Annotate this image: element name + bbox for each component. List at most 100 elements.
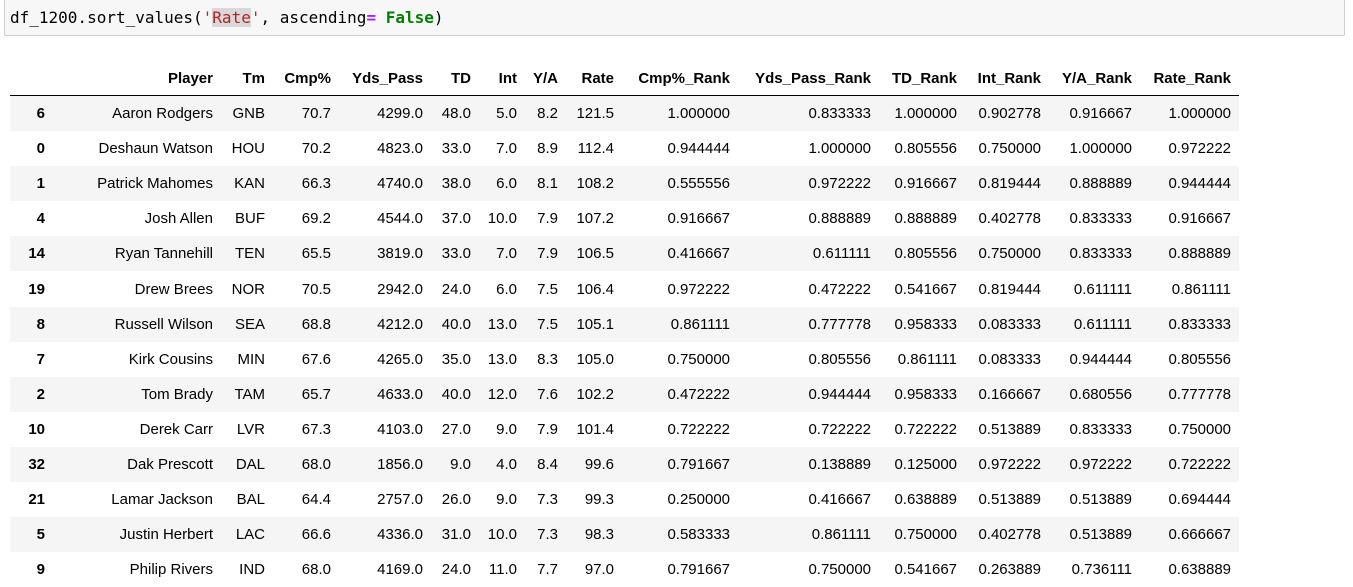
row-index: 5 [10,517,53,552]
cell-tm: TAM [221,377,273,412]
cell-y-a: 8.2 [525,96,566,132]
cell-yds-pass-rank: 0.805556 [738,342,879,377]
cell-y-a-rank: 1.000000 [1049,131,1140,166]
cell-cmp-pct-rank: 0.722222 [622,412,738,447]
cell-tm: SEA [221,307,273,342]
cell-cmp-pct: 68.0 [273,552,339,587]
cell-td: 48.0 [431,96,479,132]
cell-tm: BUF [221,201,273,236]
cell-int-rank: 0.402778 [965,517,1049,552]
cell-int: 5.0 [479,96,525,132]
cell-cmp-pct-rank: 0.250000 [622,482,738,517]
cell-player: Kirk Cousins [53,342,221,377]
cell-yds-pass: 4103.0 [339,412,431,447]
cell-y-a: 8.1 [525,166,566,201]
cell-player: Aaron Rodgers [53,96,221,132]
column-header-td: TD [431,61,479,96]
cell-rate: 101.4 [566,412,622,447]
cell-tm: HOU [221,131,273,166]
cell-cmp-pct-rank: 0.555556 [622,166,738,201]
cell-int: 9.0 [479,482,525,517]
column-header-yds-pass: Yds_Pass [339,61,431,96]
cell-int: 7.0 [479,236,525,271]
cell-tm: MIN [221,342,273,377]
cell-rate-rank: 1.000000 [1140,96,1239,132]
cell-yds-pass: 4265.0 [339,342,431,377]
cell-yds-pass-rank: 0.888889 [738,201,879,236]
cell-rate: 97.0 [566,552,622,587]
cell-td: 33.0 [431,131,479,166]
cell-td: 24.0 [431,271,479,306]
cell-player: Philip Rivers [53,552,221,587]
cell-int-rank: 0.750000 [965,236,1049,271]
cell-tm: LVR [221,412,273,447]
cell-rate: 106.4 [566,271,622,306]
cell-cmp-pct-rank: 0.861111 [622,307,738,342]
cell-int: 7.0 [479,131,525,166]
cell-int: 11.0 [479,552,525,587]
cell-rate-rank: 0.888889 [1140,236,1239,271]
cell-player: Drew Brees [53,271,221,306]
cell-y-a-rank: 0.611111 [1049,307,1140,342]
code-middle: , ascending [260,8,366,27]
cell-yds-pass: 4633.0 [339,377,431,412]
cell-yds-pass-rank: 0.138889 [738,447,879,482]
column-header-index [10,61,53,96]
code-cell-input[interactable]: df_1200.sort_values('Rate', ascending= F… [4,0,1345,36]
cell-y-a-rank: 0.736111 [1049,552,1140,587]
cell-cmp-pct: 64.4 [273,482,339,517]
cell-yds-pass: 4169.0 [339,552,431,587]
cell-y-a: 7.5 [525,307,566,342]
cell-y-a-rank: 0.680556 [1049,377,1140,412]
cell-td: 9.0 [431,447,479,482]
cell-int: 12.0 [479,377,525,412]
cell-td: 40.0 [431,377,479,412]
cell-td-rank: 0.722222 [879,412,965,447]
cell-yds-pass: 3819.0 [339,236,431,271]
cell-cmp-pct: 70.5 [273,271,339,306]
cell-y-a-rank: 0.513889 [1049,517,1140,552]
cell-yds-pass-rank: 0.750000 [738,552,879,587]
cell-rate: 105.0 [566,342,622,377]
cell-player: Derek Carr [53,412,221,447]
cell-cmp-pct: 67.3 [273,412,339,447]
code-prefix: df_1200.sort_values( [10,8,203,27]
cell-cmp-pct: 68.8 [273,307,339,342]
cell-rate-rank: 0.638889 [1140,552,1239,587]
code-line: df_1200.sort_values('Rate', ascending= F… [10,7,444,29]
cell-yds-pass: 4823.0 [339,131,431,166]
cell-cmp-pct: 70.2 [273,131,339,166]
cell-y-a: 7.9 [525,201,566,236]
column-header-rate-rank: Rate_Rank [1140,61,1239,96]
cell-y-a: 7.3 [525,517,566,552]
cell-yds-pass: 2942.0 [339,271,431,306]
cell-rate-rank: 0.944444 [1140,166,1239,201]
cell-player: Tom Brady [53,377,221,412]
cell-yds-pass-rank: 0.472222 [738,271,879,306]
cell-td: 27.0 [431,412,479,447]
row-index: 32 [10,447,53,482]
cell-cmp-pct: 65.7 [273,377,339,412]
cell-cmp-pct-rank: 0.972222 [622,271,738,306]
cell-td-rank: 0.541667 [879,552,965,587]
cell-int-rank: 0.083333 [965,342,1049,377]
cell-int-rank: 0.750000 [965,131,1049,166]
cell-rate: 106.5 [566,236,622,271]
code-quote-open: ' [203,8,213,27]
cell-cmp-pct: 69.2 [273,201,339,236]
cell-rate-rank: 0.916667 [1140,201,1239,236]
code-string-arg: Rate [212,8,251,27]
cell-td: 37.0 [431,201,479,236]
cell-yds-pass: 4544.0 [339,201,431,236]
row-index: 10 [10,412,53,447]
cell-y-a-rank: 0.888889 [1049,166,1140,201]
cell-player: Patrick Mahomes [53,166,221,201]
cell-y-a: 7.9 [525,236,566,271]
cell-player: Dak Prescott [53,447,221,482]
cell-cmp-pct-rank: 0.916667 [622,201,738,236]
